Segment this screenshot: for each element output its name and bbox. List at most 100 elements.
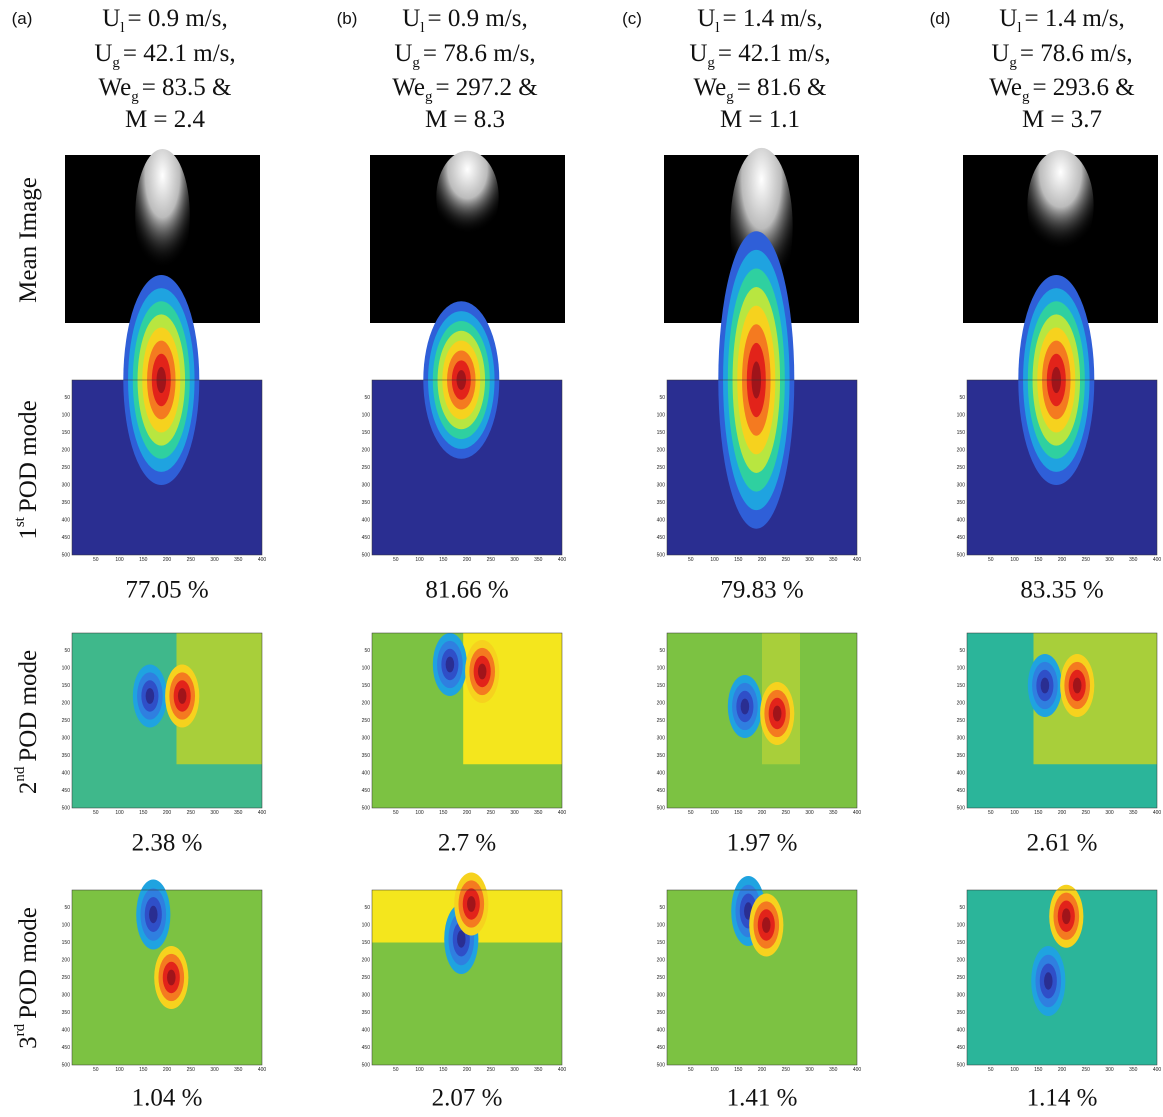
y-tick-label: 350 [362,753,371,759]
y-tick-label: 300 [657,735,666,741]
spray-glow [436,151,498,243]
y-tick-label: 50 [959,395,965,401]
y-tick-label: 150 [957,940,966,946]
x-tick-label: 150 [139,557,148,563]
mode-contour [1044,972,1053,990]
condition-value: = 1.4 m/s, [723,5,823,32]
condition: Ul= 0.9 m/s, [102,5,227,36]
x-tick-label: 300 [210,557,219,563]
y-tick-label: 150 [62,430,71,436]
x-tick-label: 250 [487,810,496,816]
y-tick-label: 300 [957,482,966,488]
y-tick-label: 250 [957,465,966,471]
condition-value: M = 3.7 [1022,106,1102,133]
condition-symbol: U [94,40,112,67]
y-tick-label: 300 [957,992,966,998]
spray-glow [135,149,190,282]
x-tick-label: 350 [1129,810,1138,816]
x-tick-label: 100 [710,557,719,563]
y-tick-label: 400 [657,770,666,776]
row-label: 1stPOD mode [12,400,41,539]
x-tick-label: 350 [234,1067,243,1073]
condition-symbol: We [989,74,1022,101]
y-tick-label: 400 [362,770,371,776]
y-tick-label: 100 [957,412,966,418]
pod-plot: 5010015020025030035040045050050100150200… [362,873,567,1074]
x-tick-label: 50 [393,810,399,816]
y-tick-label: 50 [959,905,965,911]
condition: M = 8.3 [425,106,505,133]
y-tick-label: 100 [62,922,71,928]
x-tick-label: 200 [758,810,767,816]
x-tick-label: 100 [115,1067,124,1073]
y-tick-label: 450 [362,1045,371,1051]
x-tick-label: 50 [688,810,694,816]
y-tick-label: 100 [957,922,966,928]
condition-subscript: l [120,20,124,36]
x-tick-label: 150 [439,1067,448,1073]
condition: Ul= 1.4 m/s, [697,5,822,36]
y-tick-label: 450 [957,788,966,794]
y-tick-label: 250 [362,718,371,724]
x-tick-label: 350 [234,810,243,816]
y-tick-label: 300 [957,735,966,741]
x-tick-label: 50 [393,557,399,563]
y-tick-label: 300 [362,482,371,488]
energy-fraction: 1.41 % [727,1085,798,1112]
y-tick-label: 250 [657,975,666,981]
condition-value: = 81.6 & [737,74,827,101]
x-tick-label: 250 [187,1067,196,1073]
mode-contour [1062,908,1071,924]
condition-value: = 78.6 m/s, [423,40,536,67]
row-ordinal: 2 [15,782,42,795]
y-tick-label: 200 [62,957,71,963]
mode-contour [478,664,487,680]
y-tick-label: 150 [957,683,966,689]
x-tick-label: 50 [988,557,994,563]
condition: Ul= 1.4 m/s, [999,5,1124,36]
x-tick-label: 150 [139,810,148,816]
y-tick-label: 450 [657,1045,666,1051]
y-tick-label: 50 [64,905,70,911]
x-tick-label: 50 [688,1067,694,1073]
y-tick-label: 500 [657,805,666,811]
x-tick-label: 200 [1058,810,1067,816]
y-tick-label: 300 [62,992,71,998]
row-ordinal-sup: rd [12,1023,28,1036]
x-tick-label: 350 [829,810,838,816]
condition: Weg= 83.5 & [99,74,232,105]
y-tick-label: 250 [657,718,666,724]
x-tick-label: 300 [805,557,814,563]
y-tick-label: 400 [657,517,666,523]
x-tick-label: 100 [115,557,124,563]
x-tick-label: 400 [1153,557,1162,563]
x-tick-label: 400 [1153,810,1162,816]
y-tick-label: 50 [659,905,665,911]
y-tick-label: 400 [62,770,71,776]
mode-contour [167,970,176,986]
y-tick-label: 450 [362,535,371,541]
condition: M = 1.1 [720,106,800,133]
y-tick-label: 250 [62,718,71,724]
pod-plot: 5010015020025030035040045050050100150200… [362,301,567,563]
mode-contour [1073,678,1082,694]
condition-symbol: U [999,5,1017,32]
x-tick-label: 200 [463,1067,472,1073]
y-tick-label: 50 [364,395,370,401]
row-ordinal-sup: nd [12,766,28,782]
x-tick-label: 350 [234,557,243,563]
x-tick-label: 100 [1010,557,1019,563]
condition-value: = 297.2 & [435,74,537,101]
y-tick-label: 250 [62,465,71,471]
y-tick-label: 200 [657,447,666,453]
condition-symbol: We [99,74,132,101]
y-tick-label: 150 [657,940,666,946]
condition-subscript: l [1017,20,1021,36]
x-tick-label: 300 [1105,557,1114,563]
mode-contour [1041,678,1050,694]
y-tick-label: 150 [657,683,666,689]
y-tick-label: 350 [362,500,371,506]
mode-contour [149,906,158,924]
x-tick-label: 250 [782,810,791,816]
y-tick-label: 350 [657,1010,666,1016]
